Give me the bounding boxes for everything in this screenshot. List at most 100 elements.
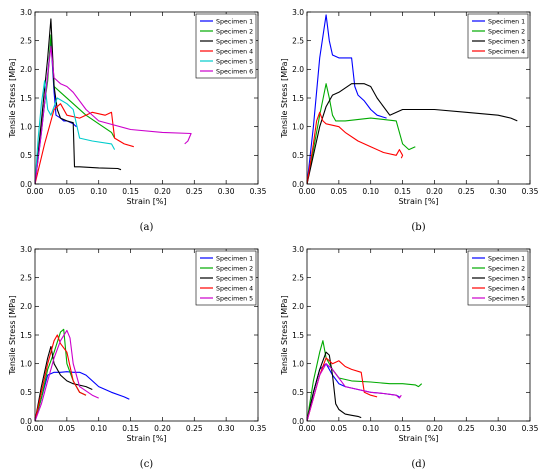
x-tick-label: 0.25 xyxy=(186,424,203,433)
series-line-4 xyxy=(34,103,134,185)
x-axis-title: Strain [%] xyxy=(126,197,166,206)
x-tick-label: 0.00 xyxy=(299,187,316,196)
y-tick-label: 1.0 xyxy=(292,122,304,131)
x-tick-label: 0.30 xyxy=(490,187,507,196)
y-tick-label: 0.0 xyxy=(292,417,304,426)
x-tick-label: 0.05 xyxy=(59,187,76,196)
x-tick-label: 0.35 xyxy=(522,424,539,433)
x-tick-label: 0.35 xyxy=(250,187,267,196)
series-line-3 xyxy=(306,83,518,185)
legend-label: Specimen 3 xyxy=(488,275,525,282)
legend-label: Specimen 1 xyxy=(216,18,253,25)
chart-panel-d: 0.00 0.05 0.10 0.15 0.20 0.25 0.30 0.35 0.0 0.5 1.… xyxy=(280,245,539,470)
series-lines xyxy=(306,340,423,422)
y-tick-label: 1.0 xyxy=(20,359,32,368)
legend: Specimen 1 Specimen 2 Specimen 3 Specimen 4… xyxy=(467,250,529,306)
x-axis: 0.00 0.05 0.10 0.15 0.20 0.25 0.30 0.35 xyxy=(299,249,539,433)
y-tick-label: 3.0 xyxy=(292,245,304,254)
legend-label: Specimen 4 xyxy=(488,285,525,292)
y-tick-label: 0.5 xyxy=(20,388,32,397)
y-tick-label: 1.5 xyxy=(20,94,32,103)
legend-label: Specimen 2 xyxy=(488,28,525,35)
x-tick-label: 0.30 xyxy=(218,424,235,433)
y-tick-label: 1.5 xyxy=(292,94,304,103)
chart-panel-a: 0.00 0.05 0.10 0.15 0.20 0.25 0.30 0.35 0.0 0.5 1.… xyxy=(8,8,267,233)
legend-label: Specimen 1 xyxy=(488,18,525,25)
y-tick-label: 2.5 xyxy=(20,36,32,45)
series-line-4 xyxy=(34,334,87,422)
series-line-6 xyxy=(34,45,192,185)
y-axis: 0.0 0.5 1.0 1.5 2.0 2.5 3.0 xyxy=(20,245,258,426)
y-tick-label: 0.0 xyxy=(20,417,32,426)
legend-label: Specimen 2 xyxy=(216,265,253,272)
y-tick-label: 3.0 xyxy=(20,245,32,254)
x-tick-label: 0.15 xyxy=(394,424,411,433)
legend-label: Specimen 3 xyxy=(216,38,253,45)
legend-label: Specimen 4 xyxy=(216,48,253,55)
legend-label: Specimen 3 xyxy=(216,275,253,282)
legend-label: Specimen 5 xyxy=(216,58,253,65)
legend-box xyxy=(195,13,257,79)
y-tick-label: 2.0 xyxy=(292,65,304,74)
series-line-3 xyxy=(306,351,362,422)
legend-label: Specimen 6 xyxy=(216,68,253,75)
series-line-2 xyxy=(306,340,423,422)
y-axis-title: Tensile Stress [MPa] xyxy=(280,295,289,375)
chart-panel-b: 0.00 0.05 0.10 0.15 0.20 0.25 0.30 0.35 0.0 0.5 1.… xyxy=(280,8,539,233)
x-tick-label: 0.05 xyxy=(331,424,348,433)
x-axis-title: Strain [%] xyxy=(398,197,438,206)
y-tick-label: 1.5 xyxy=(292,331,304,340)
series-line-5 xyxy=(34,80,116,185)
panel-caption: (a) xyxy=(140,222,154,233)
y-tick-label: 2.5 xyxy=(20,273,32,282)
legend-label: Specimen 5 xyxy=(488,295,525,302)
series-lines xyxy=(34,328,130,422)
panel-caption: (c) xyxy=(140,459,154,470)
x-tick-label: 0.10 xyxy=(90,187,107,196)
x-tick-label: 0.10 xyxy=(90,424,107,433)
x-tick-label: 0.15 xyxy=(122,424,139,433)
y-tick-label: 2.0 xyxy=(20,65,32,74)
legend-label: Specimen 4 xyxy=(216,285,253,292)
x-tick-label: 0.20 xyxy=(426,187,443,196)
y-tick-label: 0.0 xyxy=(292,180,304,189)
x-tick-label: 0.15 xyxy=(394,187,411,196)
y-tick-label: 2.5 xyxy=(292,36,304,45)
y-tick-label: 1.0 xyxy=(20,122,32,131)
y-tick-label: 2.0 xyxy=(20,302,32,311)
x-axis: 0.00 0.05 0.10 0.15 0.20 0.25 0.30 0.35 xyxy=(27,249,267,433)
legend: Specimen 1 Specimen 2 Specimen 3 Specimen 4… xyxy=(195,13,257,79)
y-tick-label: 1.5 xyxy=(20,331,32,340)
panel-caption: (d) xyxy=(411,459,425,470)
x-tick-label: 0.20 xyxy=(154,424,171,433)
x-tick-label: 0.00 xyxy=(299,424,316,433)
series-line-3 xyxy=(34,18,122,185)
series-line-1 xyxy=(34,40,77,185)
x-axis-title: Strain [%] xyxy=(126,434,166,443)
y-tick-label: 0.5 xyxy=(292,388,304,397)
series-line-5 xyxy=(306,363,402,422)
x-axis-title: Strain [%] xyxy=(398,434,438,443)
chart-panel-c: 0.00 0.05 0.10 0.15 0.20 0.25 0.30 0.35 0.0 0.5 1.… xyxy=(8,245,267,470)
y-axis: 0.0 0.5 1.0 1.5 2.0 2.5 3.0 xyxy=(20,8,258,189)
legend-label: Specimen 1 xyxy=(488,255,525,262)
y-tick-label: 2.0 xyxy=(292,302,304,311)
x-tick-label: 0.25 xyxy=(458,424,475,433)
legend-label: Specimen 5 xyxy=(216,295,253,302)
series-line-1 xyxy=(34,371,130,422)
legend: Specimen 1 Specimen 2 Specimen 3 Specimen 4 xyxy=(467,13,529,59)
series-line-5 xyxy=(34,329,99,422)
legend-label: Specimen 2 xyxy=(216,28,253,35)
series-lines xyxy=(306,14,518,185)
x-tick-label: 0.10 xyxy=(362,187,379,196)
legend-label: Specimen 4 xyxy=(488,48,525,55)
series-lines xyxy=(34,18,192,185)
x-tick-label: 0.00 xyxy=(27,424,44,433)
x-tick-label: 0.15 xyxy=(122,187,139,196)
x-tick-label: 0.35 xyxy=(522,187,539,196)
y-axis-title: Tensile Stress [MPa] xyxy=(8,58,17,138)
y-axis: 0.0 0.5 1.0 1.5 2.0 2.5 3.0 xyxy=(292,8,530,189)
y-axis-title: Tensile Stress [MPa] xyxy=(8,295,17,375)
x-axis: 0.00 0.05 0.10 0.15 0.20 0.25 0.30 0.35 xyxy=(299,12,539,196)
